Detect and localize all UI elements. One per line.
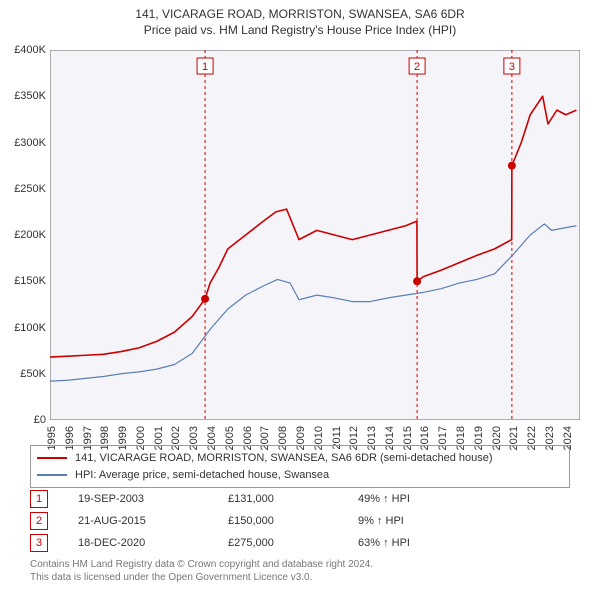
footnote-line2: This data is licensed under the Open Gov… [30, 571, 570, 584]
event-price: £275,000 [228, 537, 358, 549]
event-number-box: 1 [30, 490, 48, 508]
event-number-box: 2 [30, 512, 48, 530]
event-delta: 63% ↑ HPI [358, 537, 410, 549]
y-tick-label: £50K [20, 368, 50, 380]
legend-swatch-series1 [37, 457, 67, 459]
y-tick-label: £300K [14, 137, 50, 149]
y-tick-label: £0 [34, 414, 50, 426]
svg-text:1: 1 [202, 61, 208, 73]
event-date: 18-DEC-2020 [78, 537, 228, 549]
y-tick-label: £400K [14, 44, 50, 56]
event-row: 2 21-AUG-2015£150,0009% ↑ HPI [30, 510, 570, 532]
legend-swatch-series2 [37, 474, 67, 476]
event-price: £150,000 [228, 515, 358, 527]
legend-row-series2: HPI: Average price, semi-detached house,… [37, 467, 563, 484]
chart-container: 141, VICARAGE ROAD, MORRISTON, SWANSEA, … [0, 0, 600, 590]
events-table: 1 19-SEP-2003£131,00049% ↑ HPI 2 21-AUG-201… [30, 488, 570, 554]
chart-svg: 1 2 3 [50, 50, 580, 420]
event-number-box: 3 [30, 534, 48, 552]
chart-title-line1: 141, VICARAGE ROAD, MORRISTON, SWANSEA, … [0, 6, 600, 22]
event-price: £131,000 [228, 493, 358, 505]
footnote-line1: Contains HM Land Registry data © Crown c… [30, 558, 570, 571]
y-tick-label: £350K [14, 90, 50, 102]
svg-text:3: 3 [509, 61, 515, 73]
y-tick-label: £100K [14, 322, 50, 334]
y-tick-label: £150K [14, 275, 50, 287]
legend-row-series1: 141, VICARAGE ROAD, MORRISTON, SWANSEA, … [37, 450, 563, 467]
event-date: 19-SEP-2003 [78, 493, 228, 505]
event-row: 3 18-DEC-2020£275,00063% ↑ HPI [30, 532, 570, 554]
chart-plot-area: £0£50K£100K£150K£200K£250K£300K£350K£400… [50, 50, 580, 420]
legend-label-series1: 141, VICARAGE ROAD, MORRISTON, SWANSEA, … [75, 450, 493, 467]
event-date: 21-AUG-2015 [78, 515, 228, 527]
svg-text:2: 2 [414, 61, 420, 73]
legend-label-series2: HPI: Average price, semi-detached house,… [75, 467, 329, 484]
footnote: Contains HM Land Registry data © Crown c… [30, 558, 570, 584]
event-delta: 9% ↑ HPI [358, 515, 404, 527]
title-block: 141, VICARAGE ROAD, MORRISTON, SWANSEA, … [0, 0, 600, 38]
legend: 141, VICARAGE ROAD, MORRISTON, SWANSEA, … [30, 445, 570, 488]
chart-title-line2: Price paid vs. HM Land Registry's House … [0, 22, 600, 38]
y-tick-label: £200K [14, 229, 50, 241]
event-row: 1 19-SEP-2003£131,00049% ↑ HPI [30, 488, 570, 510]
event-delta: 49% ↑ HPI [358, 493, 410, 505]
y-tick-label: £250K [14, 183, 50, 195]
